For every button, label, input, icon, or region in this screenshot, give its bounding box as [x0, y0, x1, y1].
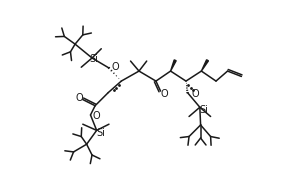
Text: O: O	[75, 93, 83, 103]
Text: O: O	[161, 89, 168, 99]
Text: Si: Si	[89, 54, 98, 64]
Text: O: O	[191, 89, 199, 99]
Text: O: O	[92, 111, 100, 121]
Polygon shape	[201, 60, 208, 71]
Text: Si: Si	[199, 105, 208, 114]
Text: Si: Si	[96, 128, 105, 138]
Polygon shape	[170, 60, 176, 71]
Text: O: O	[111, 62, 119, 72]
